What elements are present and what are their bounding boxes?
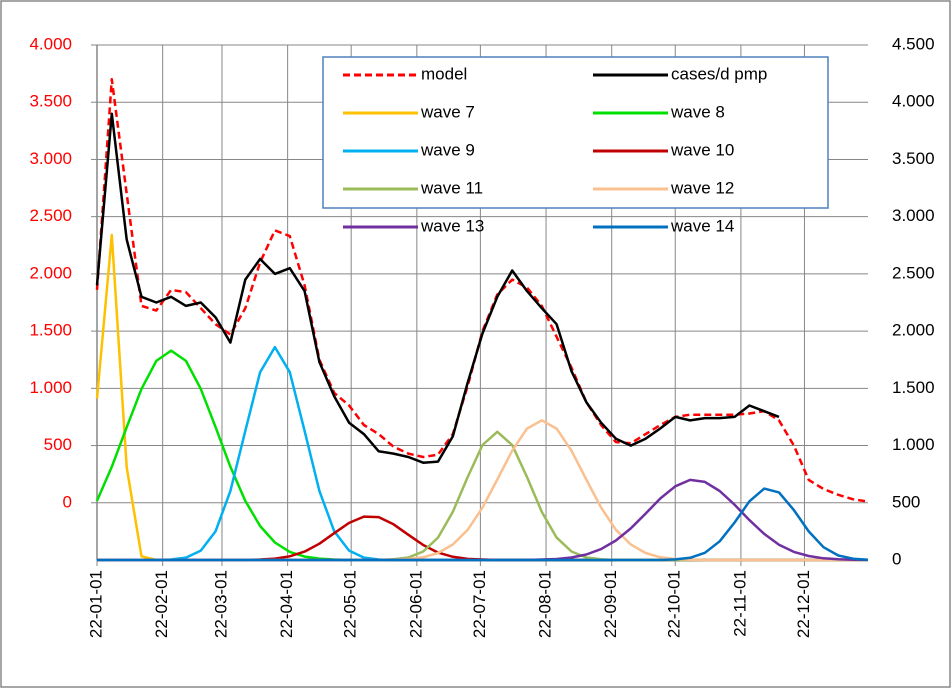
legend-label: model [421,64,467,83]
y2-tick-label: 2.500 [892,263,935,282]
y2-tick-label: 500 [892,492,920,511]
legend-label: wave 12 [670,178,734,197]
legend-box [322,56,829,209]
y2-tick-label: 0 [892,549,901,568]
x-tick-label: 22-01-01 [86,570,105,638]
y-tick-label: 4.000 [29,34,72,53]
x-tick-label: 22-04-01 [277,570,296,638]
y-tick-label: 3.500 [29,92,72,111]
x-tick-label: 22-10-01 [665,570,684,638]
x-tick-label: 22-05-01 [341,570,360,638]
x-tick-label: 22-11-01 [730,570,749,637]
y2-tick-label: 4.500 [892,34,935,53]
y2-tick-label: 3.000 [892,206,935,225]
y2-tick-label: 4.000 [892,92,935,111]
y-tick-label: 2.500 [29,206,72,225]
legend-label: wave 10 [670,140,734,159]
x-tick-label: 22-12-01 [794,570,813,638]
legend-label: wave 11 [420,178,483,197]
y-tick-label: 2.000 [29,263,72,282]
x-tick-label: 22-02-01 [152,570,171,638]
series-line [95,112,780,464]
y-tick-label: 1.000 [29,378,72,397]
legend-label: wave 8 [670,102,725,121]
y2-tick-label: 1.000 [892,435,935,454]
legend-label: wave 13 [420,216,484,235]
y-tick-label: 0 [63,492,72,511]
legend-label: wave 7 [420,102,475,121]
y2-tick-label: 3.500 [892,149,935,168]
y-tick-label: 3.000 [29,149,72,168]
x-tick-label: 22-08-01 [536,570,555,638]
y2-tick-label: 2.000 [892,321,935,340]
x-tick-label: 22-06-01 [406,570,425,638]
legend-label: wave 14 [670,216,734,235]
y2-tick-label: 1.500 [892,378,935,397]
legend-label: wave 9 [420,140,475,159]
x-tick-label: 22-03-01 [211,570,230,638]
x-tick-label: 22-09-01 [601,570,620,638]
y-tick-label: 500 [44,435,72,454]
series-line [97,487,869,562]
x-tick-label: 22-07-01 [470,570,489,638]
y-tick-label: 1.500 [29,321,72,340]
legend-label: cases/d pmp [671,64,767,83]
